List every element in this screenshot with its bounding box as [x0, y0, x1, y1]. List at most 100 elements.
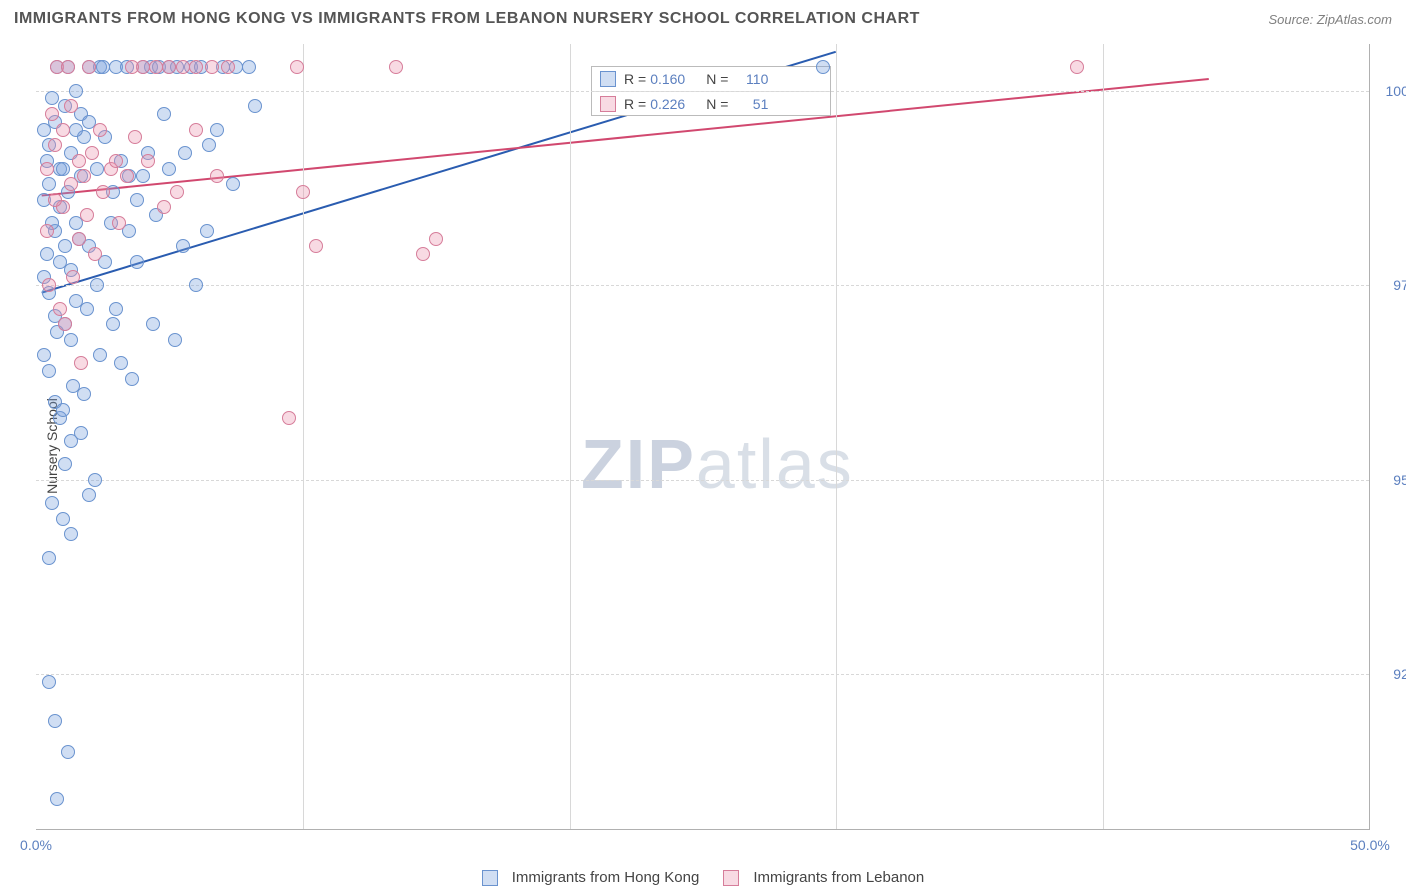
scatter-point-hk [114, 356, 128, 370]
grid-line-v [1103, 44, 1104, 829]
grid-line-h [36, 480, 1369, 481]
scatter-point-lb [210, 169, 224, 183]
scatter-point-lb [162, 60, 176, 74]
legend-n-value: 51 [732, 96, 768, 112]
scatter-point-lb [72, 232, 86, 246]
scatter-point-hk [157, 107, 171, 121]
grid-line-h [36, 674, 1369, 675]
scatter-point-lb [61, 60, 75, 74]
scatter-point-lb [82, 60, 96, 74]
scatter-point-lb [109, 154, 123, 168]
scatter-point-lb [112, 216, 126, 230]
scatter-point-hk [109, 302, 123, 316]
scatter-point-lb [64, 177, 78, 191]
scatter-point-lb [309, 239, 323, 253]
grid-line-v [836, 44, 837, 829]
scatter-point-hk [37, 348, 51, 362]
scatter-point-hk [56, 512, 70, 526]
scatter-point-hk [162, 162, 176, 176]
scatter-point-hk [42, 364, 56, 378]
stats-legend-row-hk: R =0.160N =110 [592, 67, 830, 91]
scatter-point-hk [248, 99, 262, 113]
source-credit: Source: ZipAtlas.com [1268, 12, 1392, 27]
scatter-point-lb [141, 154, 155, 168]
scatter-point-hk [58, 457, 72, 471]
scatter-point-hk [178, 146, 192, 160]
scatter-point-lb [205, 60, 219, 74]
scatter-point-hk [48, 714, 62, 728]
scatter-point-hk [90, 278, 104, 292]
scatter-point-lb [221, 60, 235, 74]
series-legend-label: Immigrants from Lebanon [753, 869, 924, 886]
scatter-point-lb [296, 185, 310, 199]
scatter-point-lb [1070, 60, 1084, 74]
scatter-point-hk [56, 162, 70, 176]
legend-r-value: 0.160 [650, 71, 706, 87]
scatter-point-lb [42, 278, 56, 292]
legend-swatch-lb [723, 870, 739, 886]
y-tick-label: 100.0% [1377, 83, 1406, 99]
scatter-point-hk [210, 123, 224, 137]
series-legend-item-hk: Immigrants from Hong Kong [482, 869, 700, 886]
plot-area: ZIPatlas R =0.160N =110R =0.226N =51 92.… [36, 44, 1370, 830]
chart-title: IMMIGRANTS FROM HONG KONG VS IMMIGRANTS … [14, 10, 920, 27]
scatter-point-lb [40, 224, 54, 238]
y-tick-label: 97.5% [1377, 277, 1406, 293]
watermark-atlas: atlas [696, 425, 854, 503]
scatter-point-lb [58, 317, 72, 331]
stats-legend-row-lb: R =0.226N =51 [592, 91, 830, 115]
scatter-point-lb [170, 185, 184, 199]
scatter-point-lb [53, 302, 67, 316]
series-legend: Immigrants from Hong Kong Immigrants from… [0, 869, 1406, 886]
scatter-point-lb [48, 138, 62, 152]
scatter-point-lb [389, 60, 403, 74]
scatter-point-hk [82, 488, 96, 502]
legend-swatch-hk [600, 71, 616, 87]
watermark: ZIPatlas [581, 424, 854, 504]
scatter-point-hk [130, 193, 144, 207]
scatter-point-lb [157, 200, 171, 214]
grid-line-v [570, 44, 571, 829]
scatter-point-lb [96, 185, 110, 199]
scatter-point-lb [189, 123, 203, 137]
scatter-point-lb [56, 123, 70, 137]
scatter-point-hk [50, 792, 64, 806]
legend-swatch-hk [482, 870, 498, 886]
scatter-point-hk [242, 60, 256, 74]
scatter-point-lb [74, 356, 88, 370]
scatter-point-lb [77, 169, 91, 183]
scatter-point-hk [45, 91, 59, 105]
scatter-point-lb [149, 60, 163, 74]
scatter-point-lb [85, 146, 99, 160]
scatter-point-lb [189, 60, 203, 74]
scatter-point-hk [42, 551, 56, 565]
scatter-point-lb [93, 123, 107, 137]
scatter-point-lb [416, 247, 430, 261]
scatter-point-hk [168, 333, 182, 347]
scatter-point-hk [64, 333, 78, 347]
scatter-point-hk [64, 527, 78, 541]
scatter-point-hk [176, 239, 190, 253]
scatter-point-hk [53, 255, 67, 269]
scatter-point-hk [130, 255, 144, 269]
scatter-point-hk [74, 426, 88, 440]
series-legend-item-lb: Immigrants from Lebanon [723, 869, 924, 886]
scatter-point-hk [200, 224, 214, 238]
x-tick-label: 50.0% [1350, 837, 1390, 853]
watermark-zip: ZIP [581, 425, 696, 503]
grid-line-h [36, 285, 1369, 286]
scatter-point-lb [66, 270, 80, 284]
trend-lines-layer [36, 44, 1369, 829]
scatter-point-lb [88, 247, 102, 261]
scatter-point-lb [290, 60, 304, 74]
scatter-point-lb [429, 232, 443, 246]
scatter-point-hk [189, 278, 203, 292]
scatter-point-lb [64, 99, 78, 113]
grid-line-h [36, 91, 1369, 92]
scatter-point-hk [42, 675, 56, 689]
scatter-point-lb [128, 130, 142, 144]
scatter-point-lb [282, 411, 296, 425]
scatter-point-hk [816, 60, 830, 74]
y-tick-label: 95.0% [1377, 472, 1406, 488]
scatter-point-lb [48, 193, 62, 207]
